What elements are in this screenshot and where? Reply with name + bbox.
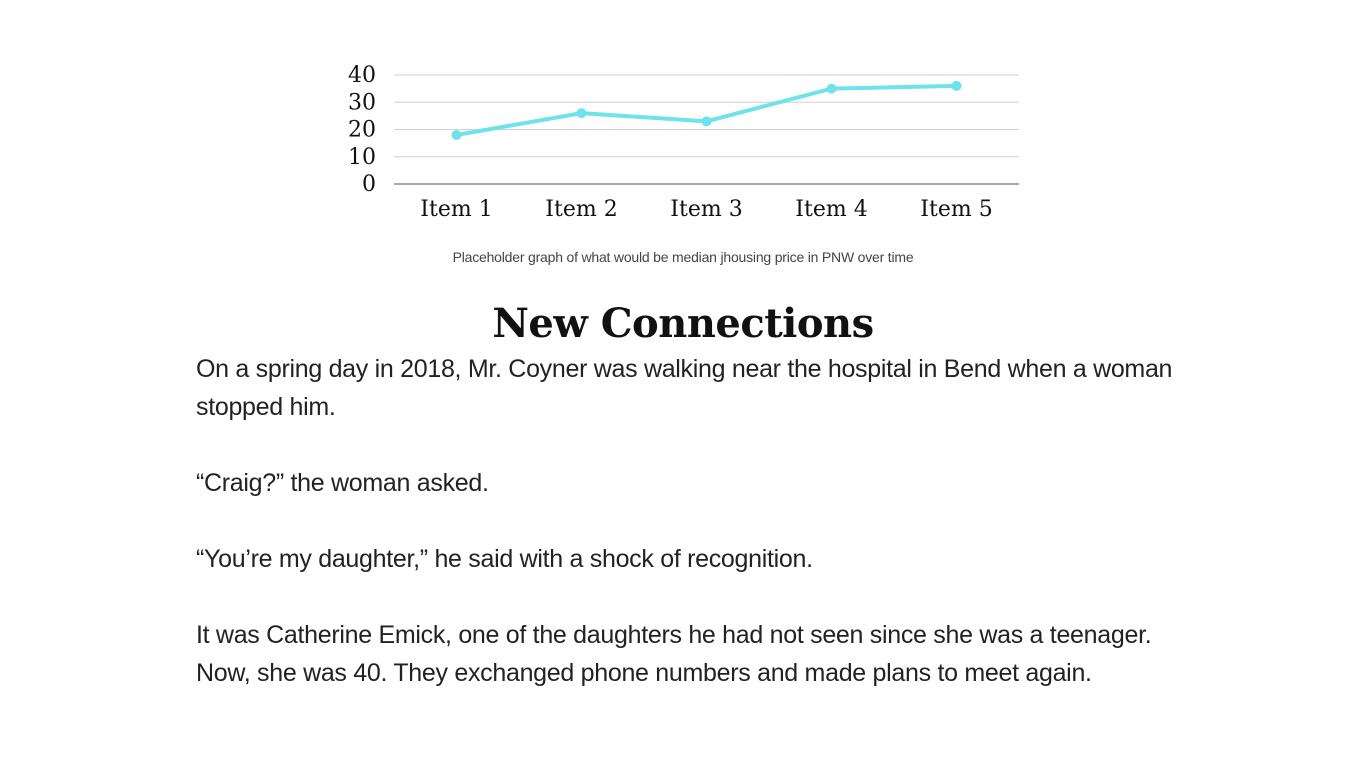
x-tick-label: Item 3 [670,197,742,222]
paragraph: “You’re my daughter,” he said with a sho… [196,545,813,573]
data-point [826,83,837,94]
paragraph: “Craig?” the woman asked. [196,469,489,497]
data-point [701,116,712,127]
series-line [454,83,959,137]
y-tick-label: 40 [348,63,376,88]
x-tick-label: Item 5 [920,197,992,222]
x-tick-label: Item 4 [795,197,867,222]
x-tick-label: Item 1 [420,197,492,222]
paragraph: On a spring day in 2018, Mr. Coyner was … [196,355,1173,421]
section-title: New Connections [492,300,874,347]
data-point [451,129,462,140]
y-tick-label: 20 [348,118,376,143]
y-tick-label: 10 [348,145,376,170]
data-point [576,108,587,119]
data-point [951,80,962,91]
paragraph: It was Catherine Emick, one of the daugh… [196,621,1152,687]
y-tick-label: 30 [348,90,376,115]
chart-caption: Placeholder graph of what would be media… [452,249,914,265]
x-tick-label: Item 2 [545,197,617,222]
line-chart: 0 10 20 30 40 Item 1 Item 2 Item 3 Item 4 Item 5 [330,55,1030,235]
article-body: On a spring day in 2018, Mr. Coyner was … [196,350,1186,730]
y-tick-label: 0 [362,172,376,197]
